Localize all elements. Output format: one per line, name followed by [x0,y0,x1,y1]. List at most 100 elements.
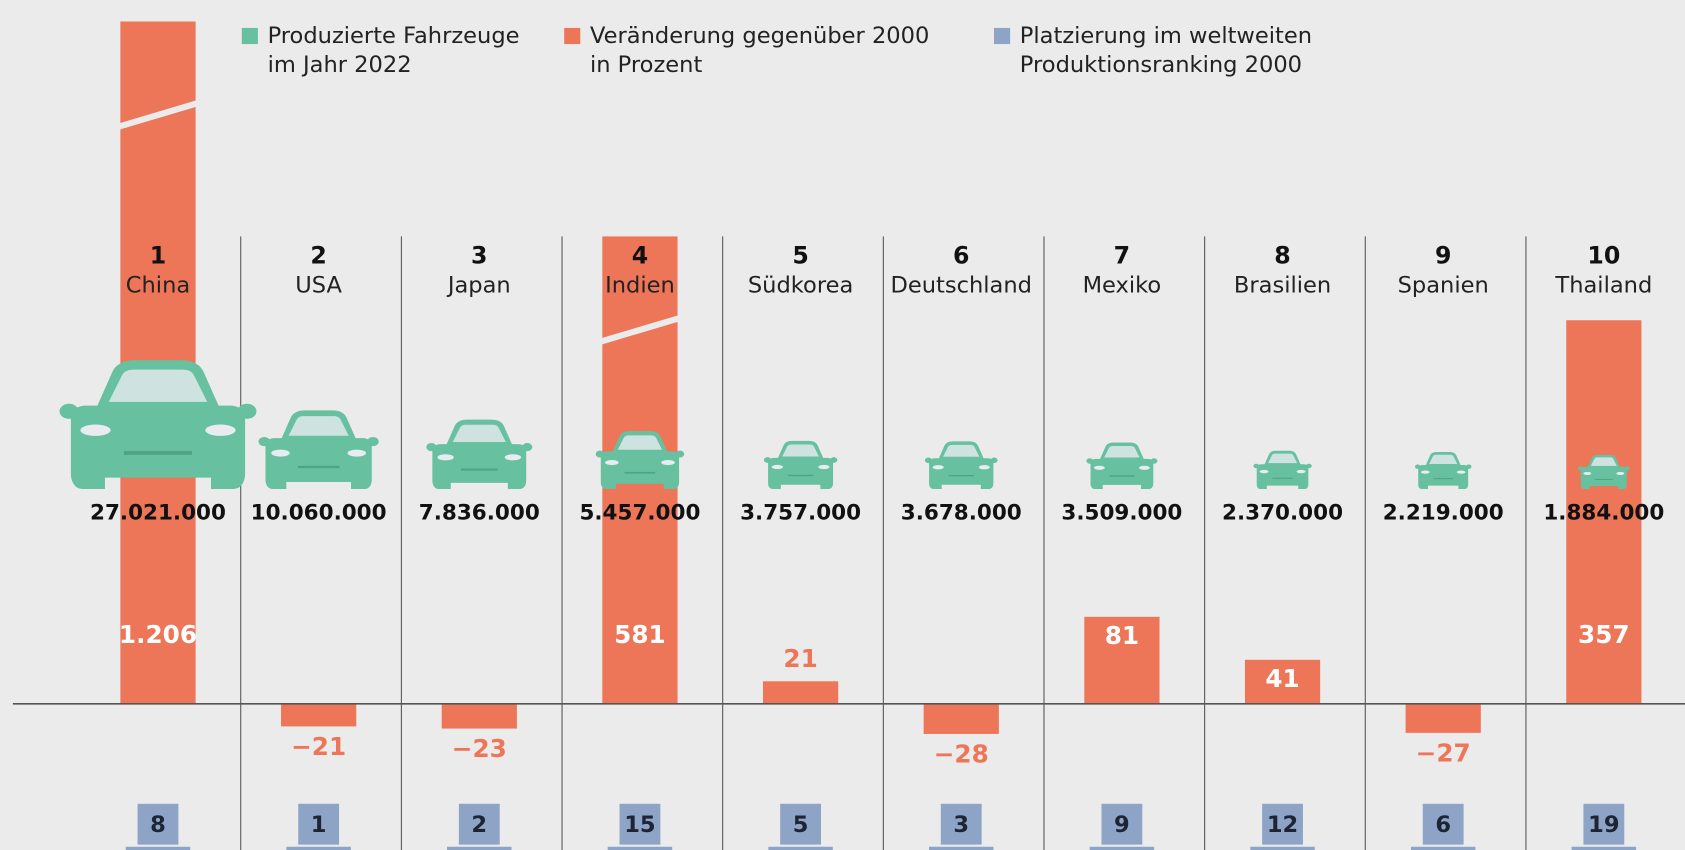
bar-break [600,314,680,345]
country-label: Thailand [1554,272,1652,298]
car-headlight [818,464,830,470]
car-headlight [661,460,675,466]
production-label: 7.836.000 [419,501,540,526]
change-bar [923,703,999,734]
rank-2000-strip [125,846,191,850]
car-windshield [1267,453,1298,464]
rank-2000-label: 9 [1114,812,1130,838]
rank-2000-box [298,803,340,845]
change-bar [281,703,357,727]
change-label: 21 [783,644,817,673]
car-headlight [205,424,236,436]
car-icon [763,440,838,489]
production-label: 2.370.000 [1222,501,1343,526]
legend-swatch [241,27,258,45]
rank-2000-strip [607,846,673,850]
change-label: 1.206 [119,620,197,649]
production-label: 2.219.000 [1383,501,1504,526]
change-label: 41 [1265,664,1299,693]
rank-2000-strip [286,846,351,850]
change-label: −28 [934,739,989,768]
car-windshield [288,416,349,436]
car-headlight [932,465,944,470]
change-label: −21 [291,732,346,761]
car-grille [1433,478,1453,480]
change-bar [1084,616,1160,704]
rank-2000-box [940,803,982,845]
car-windshield [1590,457,1617,466]
legend-label: Platzierung im weltweiten [1020,23,1312,49]
change-label: 81 [1105,621,1139,650]
rank-2000-strip [1410,846,1476,850]
car-windshield [617,435,663,450]
rank-2000-box [780,803,822,845]
rank-2000-label: 19 [1588,812,1619,838]
change-label: −23 [452,734,507,763]
car-headlight [504,454,522,461]
legend-label: Produzierte Fahrzeuge [268,23,520,49]
car-windshield [108,369,208,402]
car-icon [1577,454,1630,489]
legend-label: Produktionsranking 2000 [1020,52,1302,78]
car-grille [1109,475,1135,477]
car-headlight [1420,470,1430,474]
production-label: 3.509.000 [1061,501,1182,526]
rank-label: 10 [1587,241,1620,269]
rank-label: 7 [1114,241,1130,269]
car-headlight [437,454,454,461]
rank-label: 9 [1435,241,1451,269]
rank-2000-strip [1250,846,1315,850]
bar-break [118,99,198,131]
car-windshield [943,444,980,457]
rank-label: 6 [953,241,969,269]
car-headlight [1583,471,1592,475]
car-icon [258,410,379,489]
rank-2000-label: 3 [953,812,969,838]
rank-2000-strip [929,846,994,850]
production-label: 3.757.000 [740,501,861,526]
car-headlight [1138,465,1150,470]
rank-label: 4 [632,241,648,269]
rank-label: 5 [792,241,808,269]
country-label: USA [295,272,342,298]
change-bar [762,681,839,704]
country-label: Südkorea [748,272,853,298]
legend-label: in Prozent [590,52,702,78]
production-label: 3.678.000 [901,501,1022,526]
car-headlight [1456,470,1466,474]
change-label: 581 [614,620,666,649]
rank-2000-label: 6 [1435,812,1451,838]
car-headlight [1296,469,1306,474]
rank-2000-box [458,803,500,845]
change-bar [1566,320,1642,704]
car-grille [123,451,193,455]
car-grille [297,465,340,469]
change-label: −27 [1416,738,1471,767]
car-headlight [1259,469,1269,474]
legend-label: im Jahr 2022 [268,52,412,78]
rank-2000-box [1583,803,1625,845]
rank-2000-box [1422,803,1464,845]
car-icon [1414,452,1472,489]
country-label: China [126,272,190,298]
legend-swatch [994,27,1011,45]
rank-2000-label: 2 [471,812,487,838]
rank-2000-box [1101,803,1143,845]
country-label: Japan [446,272,511,298]
country-label: Deutschland [890,272,1031,298]
rank-2000-strip [447,846,512,850]
production-label: 10.060.000 [251,501,387,526]
car-grille [1594,478,1613,480]
car-icon [924,441,998,489]
country-label: Indien [605,272,675,298]
rank-label: 1 [150,241,166,269]
production-label: 5.457.000 [579,501,700,526]
car-grille [787,474,814,477]
car-windshield [1104,445,1140,458]
country-label: Spanien [1398,272,1489,298]
car-windshield [1429,454,1458,464]
production-label: 27.021.000 [90,501,226,526]
car-windshield [782,444,819,457]
